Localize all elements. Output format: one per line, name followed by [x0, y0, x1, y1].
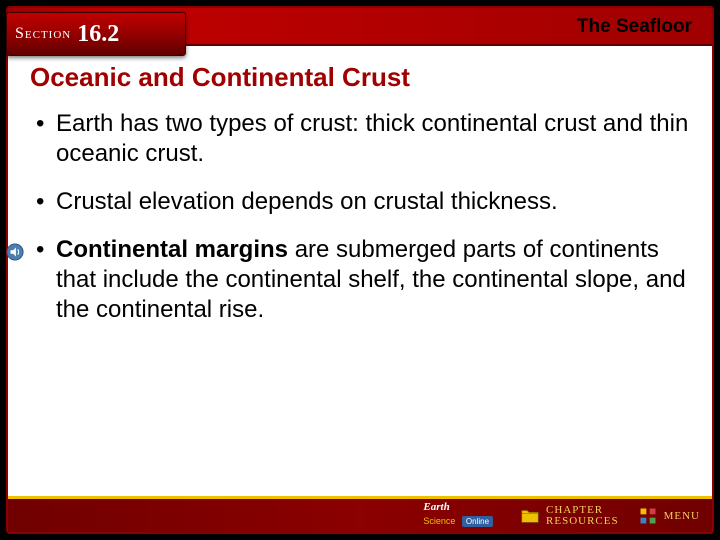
bullet-text: Earth has two types of crust: thick cont… [56, 110, 688, 167]
bullet-text: Crustal elevation depends on crustal thi… [56, 188, 558, 215]
earth-science-logo[interactable]: Earth Science Online [423, 503, 493, 527]
resources-label: RESOURCES [546, 516, 619, 527]
section-tab: Section 16.2 [6, 12, 186, 56]
slide-heading: Oceanic and Continental Crust [30, 62, 690, 93]
logo-badge: Online [462, 516, 493, 527]
slide-frame: Section 16.2 The Seafloor Oceanic and Co… [6, 6, 714, 534]
footer-bar: Earth Science Online CHAPTER RESOURCES [8, 496, 712, 532]
section-number: 16.2 [77, 21, 119, 48]
content-area: Oceanic and Continental Crust Earth has … [30, 62, 690, 343]
bullet-list: Earth has two types of crust: thick cont… [30, 109, 690, 325]
bold-term: Continental margins [56, 236, 288, 263]
bullet-item: Crustal elevation depends on crustal thi… [30, 187, 690, 217]
chapter-label: CHAPTER [546, 505, 619, 516]
folder-icon [519, 505, 541, 527]
chapter-title: The Seafloor [577, 16, 692, 38]
logo-text-bot: Science [423, 516, 455, 526]
logo-text-top: Earth [423, 503, 449, 513]
menu-grid-icon [637, 505, 659, 527]
menu-button[interactable]: MENU [637, 505, 700, 527]
chapter-resources-button[interactable]: CHAPTER RESOURCES [519, 505, 619, 527]
menu-label: MENU [664, 510, 700, 522]
audio-icon[interactable] [6, 239, 24, 257]
bullet-item: Earth has two types of crust: thick cont… [30, 109, 690, 169]
section-label: Section [15, 25, 71, 43]
bullet-item: Continental margins are submerged parts … [30, 235, 690, 325]
